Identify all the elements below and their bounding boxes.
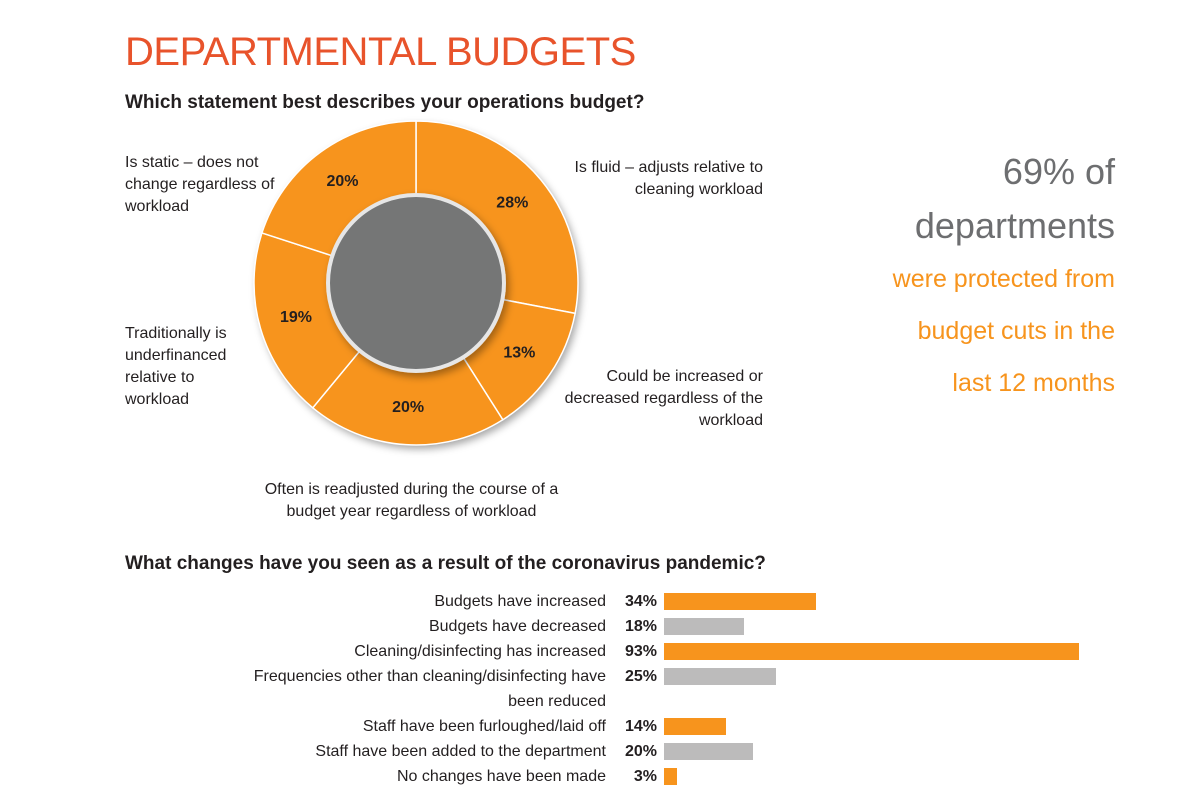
callout-headline: 69% of <box>1002 151 1115 192</box>
bar <box>664 718 727 735</box>
bar-category-label: Staff have been furloughed/laid off <box>362 718 606 735</box>
slice-category-label: Often is readjusted during the course of… <box>264 481 559 520</box>
bar <box>664 593 816 610</box>
bar-category-label: Frequencies other than cleaning/disinfec… <box>253 668 606 710</box>
bar-title: What changes have you seen as a result o… <box>125 553 766 574</box>
bar-value-label: 34% <box>624 593 657 610</box>
callout-headline: departments <box>914 205 1115 246</box>
slice-value-label: 19% <box>280 309 312 326</box>
slice-value-label: 13% <box>503 344 535 361</box>
bar-value-label: 93% <box>624 643 657 660</box>
bar-category-label: Cleaning/disinfecting has increased <box>354 643 606 660</box>
bar <box>664 618 745 635</box>
callout-detail: last 12 months <box>952 369 1115 397</box>
bar-category-label: Budgets have decreased <box>428 618 606 635</box>
callout-detail: budget cuts in the <box>917 317 1115 345</box>
slice-category-label: Traditionally is underfinanced relative … <box>125 325 227 408</box>
bar-category-label: Budgets have increased <box>434 593 606 610</box>
slice-category-label: Could be increased or decreased regardle… <box>564 368 763 429</box>
slice-value-label: 20% <box>392 399 424 416</box>
bar <box>664 643 1079 660</box>
donut-center <box>326 193 506 373</box>
slice-value-label: 28% <box>496 195 528 212</box>
callout: 69% of departments were protected from b… <box>893 145 1115 409</box>
bar-value-label: 3% <box>633 768 657 785</box>
bar-value-label: 25% <box>624 668 657 685</box>
bar <box>664 668 776 685</box>
slice-category-label: Is static – does not change regardless o… <box>125 154 275 215</box>
bar <box>664 743 754 760</box>
bar-value-label: 14% <box>624 718 657 735</box>
bar-category-label: Staff have been added to the department <box>315 743 606 760</box>
slice-value-label: 20% <box>327 173 359 190</box>
bar-category-label: No changes have been made <box>396 768 606 785</box>
callout-detail: were protected from <box>892 265 1115 293</box>
page-title: DEPARTMENTAL BUDGETS <box>125 30 636 74</box>
bar <box>664 768 678 785</box>
bar-value-label: 20% <box>624 743 657 760</box>
bar-value-label: 18% <box>624 618 657 635</box>
donut-title: Which statement best describes your oper… <box>125 92 645 113</box>
slice-category-label: Is fluid – adjusts relative to cleaning … <box>574 159 763 198</box>
